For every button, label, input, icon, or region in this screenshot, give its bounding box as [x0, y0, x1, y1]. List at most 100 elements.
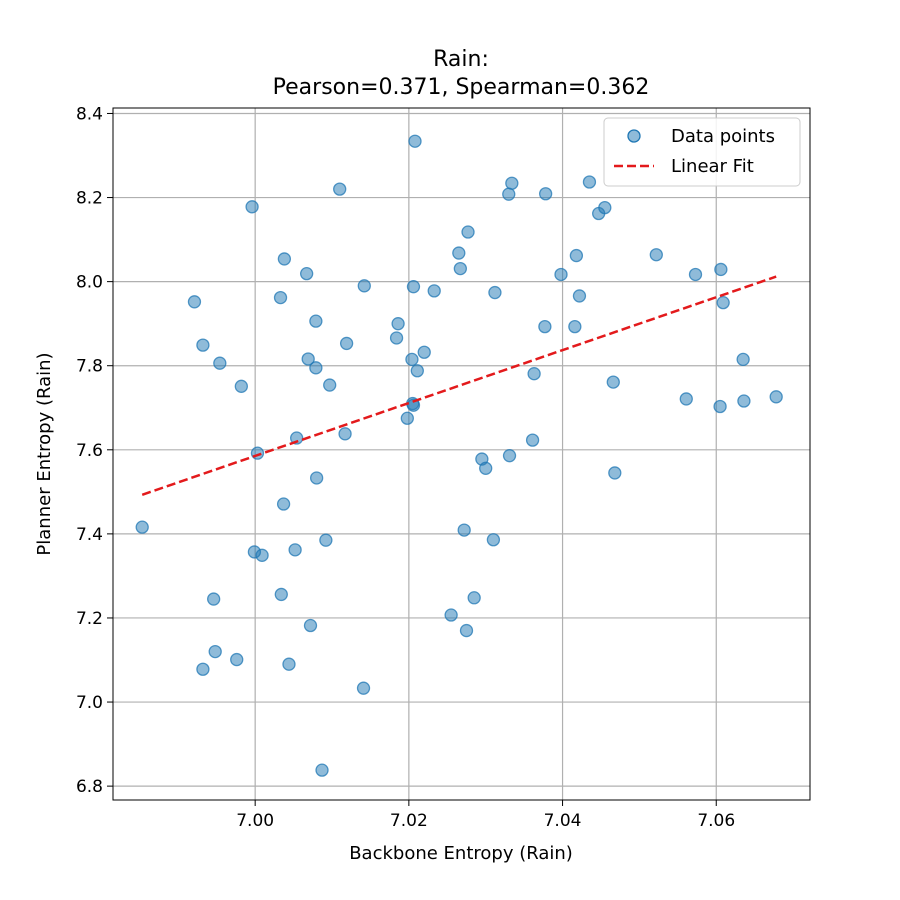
- y-axis-label: Planner Entropy (Rain): [34, 352, 55, 555]
- data-point: [208, 644, 222, 659]
- x-axis-ticks: 7.00 7.02 7.04 7.06: [236, 800, 735, 831]
- chart-title-line1: Rain:: [433, 47, 489, 72]
- legend-marker-data-points: [627, 129, 641, 143]
- y-tick-label: 8.4: [76, 104, 103, 124]
- data-point: [288, 543, 302, 557]
- data-point: [309, 314, 323, 328]
- data-point: [196, 338, 210, 352]
- data-point: [408, 134, 422, 148]
- x-tick-label: 7.06: [697, 811, 735, 831]
- data-point: [461, 225, 475, 239]
- data-point: [488, 285, 502, 300]
- data-point: [406, 280, 421, 294]
- chart-title-line2: Pearson=0.371, Spearman=0.362: [273, 75, 650, 100]
- data-point: [486, 533, 501, 547]
- data-point: [391, 317, 405, 331]
- data-point: [135, 520, 149, 534]
- data-point: [569, 248, 584, 263]
- data-point: [276, 497, 291, 511]
- data-point: [598, 200, 612, 215]
- data-point: [467, 591, 481, 605]
- linear-fit-line: [141, 275, 777, 496]
- data-points-layer: [135, 134, 783, 777]
- data-point: [572, 289, 587, 303]
- legend-label-linear-fit: Linear Fit: [671, 156, 754, 177]
- data-point: [453, 261, 467, 276]
- data-point: [452, 246, 466, 260]
- data-point: [769, 390, 783, 404]
- data-point: [736, 352, 750, 367]
- data-point: [406, 398, 421, 412]
- data-point: [290, 431, 304, 445]
- data-point: [187, 295, 202, 309]
- legend-box: [603, 117, 801, 187]
- data-point: [255, 548, 269, 562]
- data-point: [457, 523, 471, 537]
- data-point: [417, 345, 431, 359]
- data-point: [273, 290, 288, 305]
- data-point: [410, 364, 424, 378]
- plot-frame: [112, 107, 811, 801]
- data-point: [389, 331, 404, 345]
- legend: Data points Linear Fit: [603, 117, 801, 187]
- data-point: [303, 618, 318, 633]
- data-point: [538, 187, 553, 201]
- data-point: [459, 623, 474, 638]
- y-tick-label: 7.8: [76, 357, 103, 377]
- y-axis-ticks: 6.8 7.0 7.2 7.4 7.6 7.8 8.0 8.2 8.4: [76, 104, 113, 797]
- data-point: [338, 427, 352, 441]
- data-point: [444, 608, 458, 622]
- data-point: [213, 356, 227, 370]
- data-point: [502, 449, 517, 463]
- y-tick-label: 7.4: [76, 525, 103, 545]
- data-point: [196, 662, 210, 676]
- data-point: [737, 394, 751, 408]
- data-point: [606, 375, 620, 389]
- data-point: [277, 252, 292, 266]
- data-point: [230, 652, 244, 667]
- data-point: [274, 587, 288, 602]
- data-point: [714, 262, 728, 277]
- fit-line-layer: [141, 275, 777, 496]
- data-point: [527, 367, 541, 381]
- data-point: [245, 200, 259, 214]
- data-point: [554, 267, 568, 282]
- y-tick-label: 6.8: [76, 777, 103, 797]
- data-point: [713, 399, 727, 414]
- data-point: [502, 187, 516, 201]
- data-point: [323, 378, 337, 392]
- y-tick-label: 7.6: [76, 441, 103, 461]
- x-tick-label: 7.00: [236, 811, 274, 831]
- y-tick-label: 7.0: [76, 693, 103, 713]
- data-point: [608, 466, 622, 480]
- x-axis-label: Backbone Entropy (Rain): [349, 843, 573, 864]
- data-point: [356, 681, 371, 695]
- data-point: [357, 279, 371, 293]
- data-point: [333, 182, 347, 196]
- data-point: [301, 352, 315, 366]
- data-point: [525, 433, 540, 447]
- data-point: [582, 175, 597, 189]
- data-point: [319, 533, 333, 547]
- data-point: [309, 361, 323, 375]
- data-point: [405, 352, 419, 367]
- data-point: [282, 657, 296, 671]
- data-point: [716, 296, 730, 310]
- data-point: [505, 176, 519, 190]
- data-point: [688, 267, 703, 282]
- data-point: [234, 379, 248, 393]
- data-point: [400, 411, 414, 425]
- data-point: [339, 336, 354, 351]
- data-point: [315, 763, 329, 777]
- data-point: [309, 471, 324, 485]
- x-tick-label: 7.02: [390, 811, 428, 831]
- y-tick-label: 7.2: [76, 609, 103, 629]
- data-point: [207, 592, 221, 606]
- data-point: [649, 248, 663, 262]
- data-point: [300, 266, 314, 281]
- grid: [113, 108, 810, 800]
- y-tick-label: 8.0: [76, 273, 103, 293]
- data-point: [538, 319, 552, 334]
